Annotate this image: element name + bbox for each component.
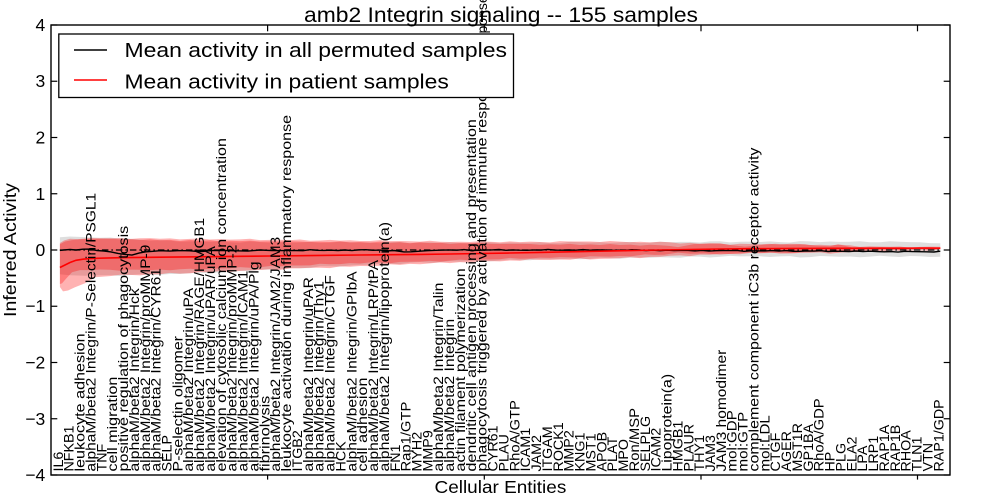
svg-text:NFKB1: NFKB1: [61, 425, 77, 471]
svg-text:APOB: APOB: [593, 432, 609, 472]
svg-text:alphaM/beta2 Integrin/Thy1: alphaM/beta2 Integrin/Thy1: [311, 281, 327, 472]
svg-text:mol:GTP: mol:GTP: [735, 412, 751, 472]
svg-text:CTGF: CTGF: [767, 433, 783, 472]
svg-text:−3: −3: [25, 409, 45, 429]
svg-text:cell adhesion: cell adhesion: [354, 378, 370, 472]
svg-text:alphaM/beta2 Integrin/LRP/tPA: alphaM/beta2 Integrin/LRP/tPA: [365, 259, 381, 471]
svg-text:Cellular Entities: Cellular Entities: [435, 477, 567, 497]
svg-text:SELPLG: SELPLG: [637, 416, 653, 472]
svg-text:LPA: LPA: [854, 445, 870, 472]
svg-text:ICAM1: ICAM1: [517, 428, 533, 472]
svg-text:LRP1: LRP1: [865, 436, 881, 472]
svg-text:Ron/MSP: Ron/MSP: [626, 408, 642, 472]
svg-text:phagocytosis triggered by acti: phagocytosis triggered by activation of …: [474, 67, 490, 472]
svg-text:PLAT: PLAT: [604, 436, 620, 471]
svg-text:alphaM/beta2 Integrin/uPAR/uPA: alphaM/beta2 Integrin/uPAR/uPA: [202, 245, 218, 471]
svg-text:ELA2: ELA2: [843, 436, 859, 471]
svg-text:AGER: AGER: [778, 431, 794, 472]
svg-text:Mean activity in all permuted: Mean activity in all permuted samples: [125, 40, 508, 62]
svg-text:JAM3: JAM3: [702, 435, 718, 472]
svg-text:RAP1/GDP: RAP1/GDP: [930, 399, 946, 471]
svg-text:MST1R: MST1R: [789, 423, 805, 471]
svg-text:RHOA: RHOA: [898, 430, 914, 472]
svg-text:alphaM/beta2 Integrin/uPAR: alphaM/beta2 Integrin/uPAR: [300, 277, 316, 471]
svg-text:TLN1: TLN1: [909, 436, 925, 471]
svg-text:RAP1A: RAP1A: [876, 424, 892, 471]
svg-text:Lipoprotein(a): Lipoprotein(a): [659, 374, 675, 472]
svg-text:alphaM/beta2 Integrin/CYR61: alphaM/beta2 Integrin/CYR61: [148, 268, 164, 472]
svg-text:MMP9: MMP9: [419, 430, 435, 472]
svg-text:Inferred Activity: Inferred Activity: [0, 183, 20, 317]
svg-text:mol:LDL: mol:LDL: [756, 415, 772, 472]
svg-text:3: 3: [35, 71, 45, 91]
svg-text:alphaM/beta2 Integrin: alphaM/beta2 Integrin: [441, 319, 457, 472]
svg-text:alphaM/beta2 Integrin/proMMP-9: alphaM/beta2 Integrin/proMMP-9: [137, 244, 153, 471]
svg-text:KNG1: KNG1: [572, 432, 588, 471]
svg-text:MPO: MPO: [615, 439, 631, 472]
svg-text:ROCK1: ROCK1: [550, 422, 566, 471]
svg-text:MYH2: MYH2: [409, 432, 425, 472]
svg-text:alphaM/beta2 Integrin/lipoprot: alphaM/beta2 Integrin/lipoprotein(a): [376, 222, 392, 472]
svg-text:2: 2: [35, 128, 45, 148]
svg-text:Rap1/GTP: Rap1/GTP: [398, 402, 414, 472]
svg-text:positive regulation of phagocy: positive regulation of phagocytosis: [115, 226, 131, 472]
svg-text:JAM3 homodimer: JAM3 homodimer: [713, 349, 729, 471]
svg-text:HP: HP: [822, 452, 838, 472]
svg-text:−1: −1: [25, 296, 45, 316]
svg-text:alphaM/beta2 Integrin/uPA/Plg: alphaM/beta2 Integrin/uPA/Plg: [246, 262, 262, 472]
svg-text:−2: −2: [25, 353, 45, 373]
svg-text:alphaM/beta2 Integrin/Hck: alphaM/beta2 Integrin/Hck: [126, 287, 142, 471]
svg-text:alphaM/beta2 Integrin/CTGF: alphaM/beta2 Integrin/CTGF: [322, 275, 338, 471]
svg-text:SELP: SELP: [159, 435, 175, 472]
svg-text:THY1: THY1: [691, 435, 707, 472]
svg-text:RhoA/GTP: RhoA/GTP: [506, 400, 522, 471]
svg-text:cell migration: cell migration: [104, 377, 120, 472]
svg-text:IL6: IL6: [50, 451, 66, 471]
svg-text:VTN: VTN: [919, 443, 935, 472]
svg-text:alphaM/beta2 Integrin/uPA: alphaM/beta2 Integrin/uPA: [180, 287, 196, 471]
svg-text:alphaM/beta2 Integrin/JAM2/JAM: alphaM/beta2 Integrin/JAM2/JAM3: [267, 237, 283, 472]
svg-text:mol:GDP: mol:GDP: [724, 410, 740, 471]
svg-text:PLAUR: PLAUR: [680, 424, 696, 472]
svg-text:1: 1: [35, 184, 45, 204]
svg-text:0: 0: [35, 240, 45, 260]
svg-text:ITGAM: ITGAM: [539, 426, 555, 471]
svg-text:HCK: HCK: [332, 441, 348, 472]
svg-text:ITGB2: ITGB2: [289, 430, 305, 472]
svg-text:fibrinolysis: fibrinolysis: [256, 396, 272, 472]
svg-text:alphaM/beta2 Integrin/P-Select: alphaM/beta2 Integrin/P-Selectin/PSGL1: [82, 193, 98, 472]
svg-text:PLG: PLG: [832, 443, 848, 472]
svg-text:MST1: MST1: [582, 433, 598, 471]
svg-text:RhoA/GDP: RhoA/GDP: [811, 398, 827, 471]
svg-text:dendritic cell antigen process: dendritic cell antigen processing and pr…: [463, 119, 479, 471]
svg-text:JAM2: JAM2: [528, 435, 544, 472]
svg-text:Mean activity in patient sampl: Mean activity in patient samples: [125, 72, 449, 94]
svg-text:elevation of cytosolic calcium: elevation of cytosolic calcium ion conce…: [213, 138, 229, 471]
svg-text:alphaM/beta2 Integrin/Talin: alphaM/beta2 Integrin/Talin: [430, 283, 446, 472]
svg-text:HMGB1: HMGB1: [669, 420, 685, 471]
svg-text:ICAM2: ICAM2: [648, 428, 664, 472]
svg-text:−4: −4: [25, 465, 45, 485]
svg-text:alphaM/beta2 Integrin/ICAM1: alphaM/beta2 Integrin/ICAM1: [235, 270, 251, 471]
svg-text:complement component iC3b rece: complement component iC3b receptor activ…: [746, 148, 762, 472]
svg-text:alphaM/beta2 Integrin/RAGE/HMG: alphaM/beta2 Integrin/RAGE/HMGB1: [191, 218, 207, 472]
svg-text:P-selectin oligomer: P-selectin oligomer: [169, 336, 185, 472]
svg-text:FN1: FN1: [387, 444, 403, 471]
svg-text:4: 4: [35, 15, 45, 35]
svg-text:leukocyte adhesion: leukocyte adhesion: [72, 333, 88, 471]
svg-text:amb2 Integrin signaling -- 155: amb2 Integrin signaling -- 155 samples: [304, 3, 698, 27]
svg-text:actin filament polymerization: actin filament polymerization: [452, 268, 468, 471]
svg-text:leukocyte activation during in: leukocyte activation during inflammatory…: [278, 115, 294, 472]
svg-text:MMP2: MMP2: [561, 430, 577, 472]
svg-text:CYR61: CYR61: [485, 425, 501, 471]
svg-text:GP1BA: GP1BA: [800, 423, 816, 471]
svg-text:alphaM/beta2 Integrin/proMMP-2: alphaM/beta2 Integrin/proMMP-2: [224, 244, 240, 471]
svg-text:ponse: ponse: [474, 0, 490, 34]
svg-text:RAP1B: RAP1B: [887, 425, 903, 472]
svg-text:alphaM/beta2 Integrin/GPIbA: alphaM/beta2 Integrin/GPIbA: [343, 271, 359, 472]
svg-text:TNF: TNF: [93, 444, 109, 472]
svg-text:PLAU: PLAU: [496, 434, 512, 471]
